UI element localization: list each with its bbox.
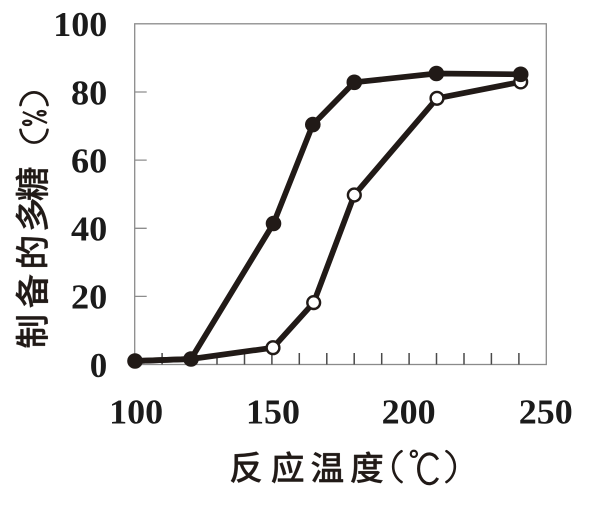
svg-text:40: 40 (71, 209, 107, 248)
svg-text:20: 20 (71, 278, 107, 317)
svg-text:150: 150 (246, 393, 300, 432)
svg-text:80: 80 (71, 73, 107, 112)
svg-text:0: 0 (90, 346, 108, 385)
svg-text:60: 60 (71, 141, 107, 180)
svg-text:100: 100 (53, 5, 107, 44)
svg-text:100: 100 (109, 393, 163, 432)
svg-text:250: 250 (519, 393, 573, 432)
svg-text:200: 200 (382, 393, 436, 432)
